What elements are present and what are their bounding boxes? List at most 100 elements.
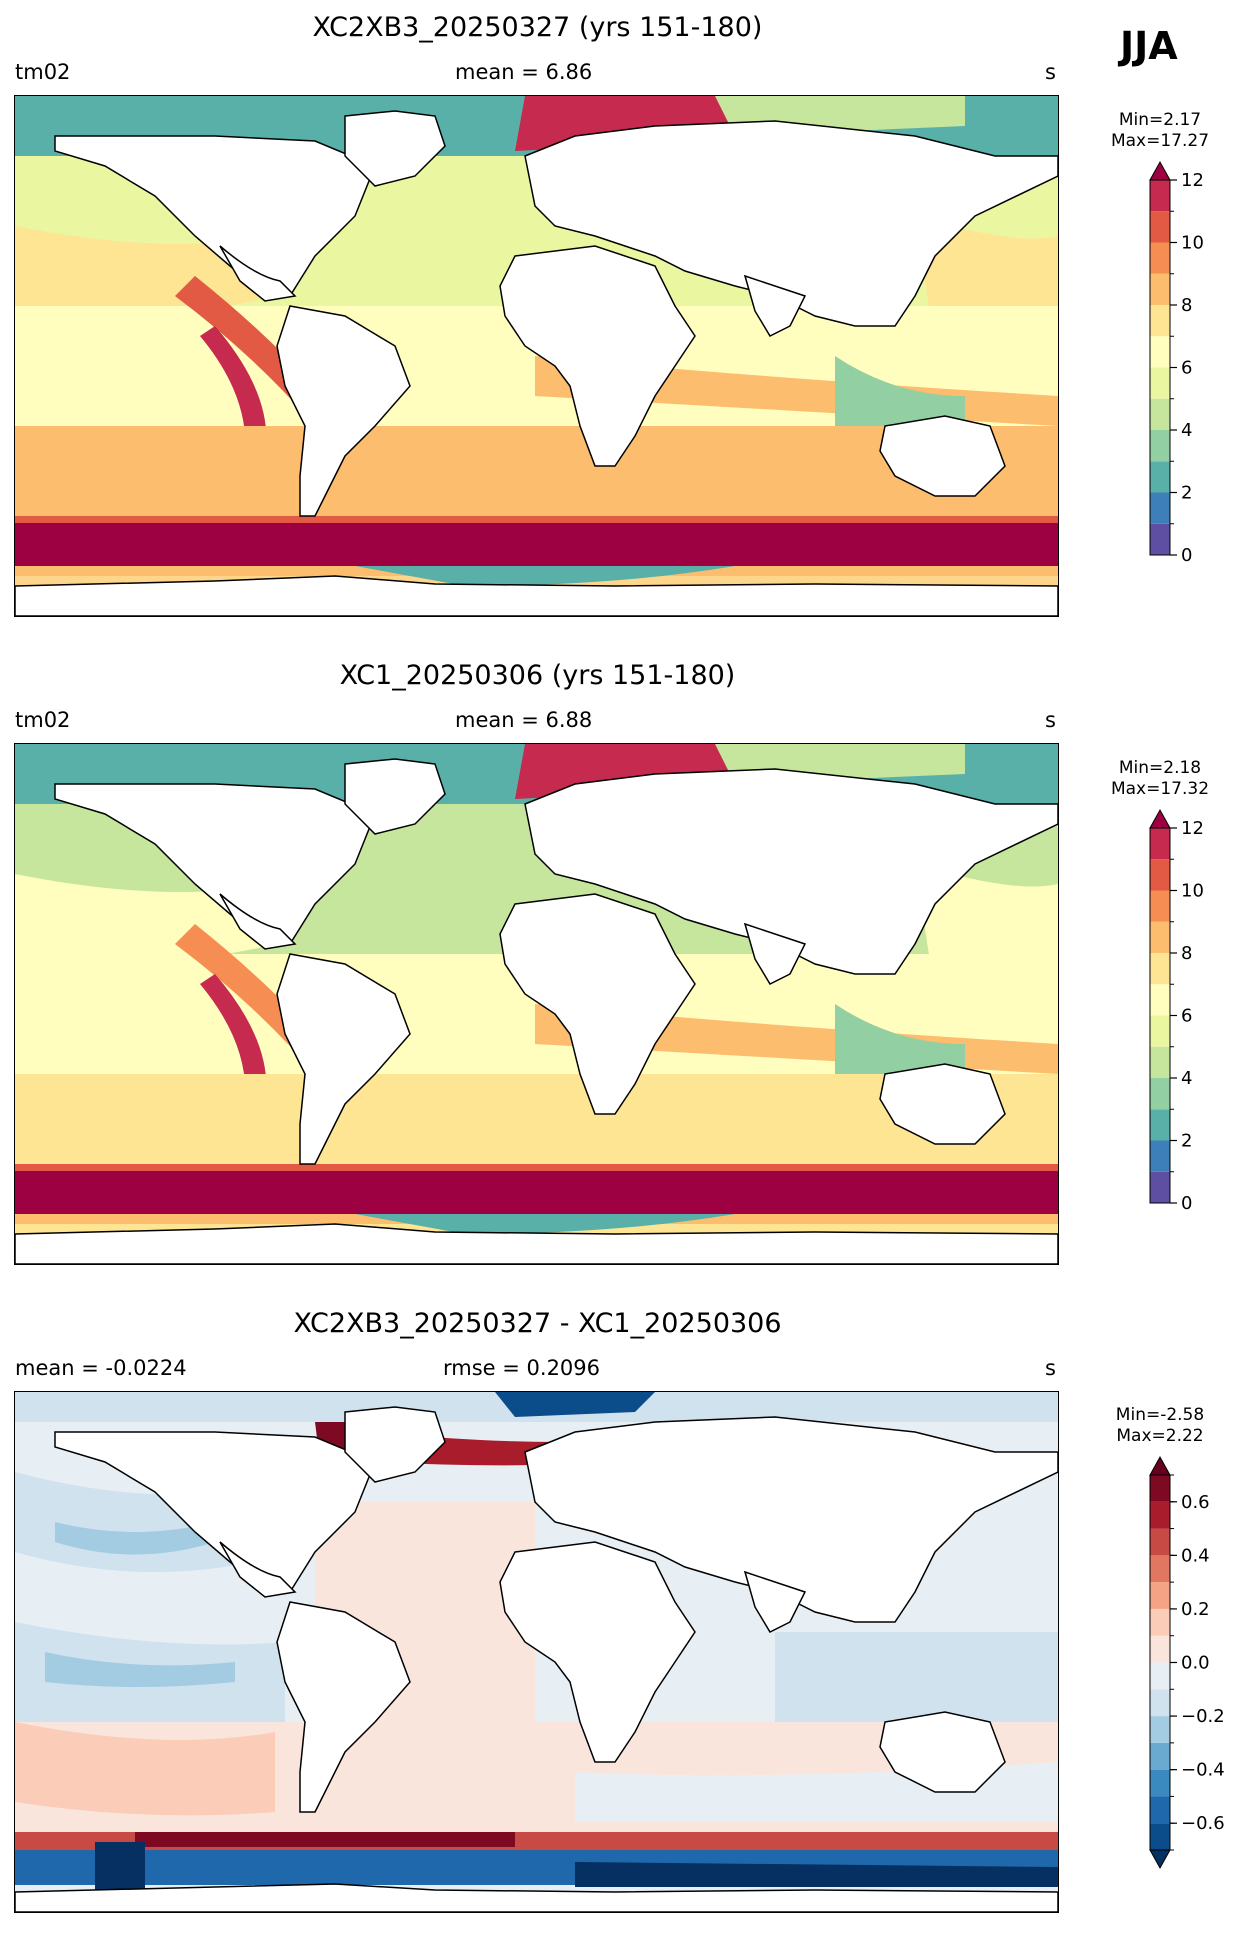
mexico-central-america — [219, 1541, 297, 1598]
africa — [499, 893, 696, 1115]
australia — [879, 415, 1006, 497]
east-pacific-negative-core — [45, 1652, 235, 1687]
colorbar-tick-label: 12 — [1181, 170, 1204, 191]
panel-1-map-svg — [15, 96, 1058, 616]
colorbar-segment — [1150, 492, 1170, 524]
panel-1-mean-label: mean = 6.86 — [455, 60, 593, 84]
antarctic-margin — [355, 1214, 735, 1234]
land — [15, 110, 1058, 616]
panel-1-units-label: s — [1045, 60, 1056, 84]
south-america — [276, 953, 411, 1165]
australia — [879, 1711, 1006, 1793]
panel-2-colorbar-max: Max=17.32 — [1110, 779, 1210, 799]
panel-1-title: XC2XB3_20250327 (yrs 151-180) — [312, 12, 763, 43]
colorbar-tick-label: 6 — [1181, 358, 1192, 379]
colorbar-segment — [1150, 1015, 1170, 1047]
mexico-central-america — [219, 245, 297, 302]
colorbar-segment — [1150, 242, 1170, 274]
colorbar-tick-label: −0.4 — [1181, 1760, 1225, 1781]
colorbar-segment — [1150, 953, 1170, 985]
colorbar-segment — [1150, 828, 1170, 860]
panel-1-colorbar-max: Max=17.27 — [1110, 131, 1210, 151]
colorbar-segment — [1150, 1582, 1170, 1609]
antarctica — [15, 1223, 1058, 1264]
panel-3-colorbar-min: Min=-2.58 — [1115, 1405, 1205, 1425]
colorbar-segment — [1150, 1742, 1170, 1770]
panel-3-colorbar: −0.6 −0.4 −0.2 0.0 0.2 0.4 0.6 — [1149, 1455, 1225, 1870]
colorbar-tick-label: 12 — [1181, 818, 1204, 839]
southern-ocean-negative-band — [575, 1862, 1058, 1887]
panel-3-mean-label: mean = -0.0224 — [15, 1356, 187, 1380]
season-label: JJA — [1120, 24, 1178, 68]
colorbar-segment — [1150, 1501, 1170, 1529]
panel-1-colorbar-min: Min=2.17 — [1118, 110, 1202, 130]
eurasia — [524, 120, 1058, 327]
colorbar-tick-label: 0 — [1181, 1193, 1192, 1214]
colorbar-segment — [1150, 1171, 1170, 1203]
panel-2-units-label: s — [1045, 708, 1056, 732]
colorbar-segment — [1150, 1555, 1170, 1583]
colorbar-segment — [1150, 1662, 1170, 1690]
colorbar-segment — [1150, 305, 1170, 337]
panel-2-mean-label: mean = 6.88 — [455, 708, 593, 732]
greenland — [344, 1406, 446, 1483]
panel-2-map-svg — [15, 744, 1058, 1264]
colorbar-segment — [1150, 336, 1170, 368]
colorbar-extend-max — [1149, 808, 1171, 829]
colorbar-segment — [1150, 1635, 1170, 1663]
colorbar-tick-label: 2 — [1181, 483, 1192, 504]
colorbar-segment — [1150, 1046, 1170, 1078]
colorbar-extend-max — [1149, 160, 1171, 181]
colorbar-segment — [1150, 1769, 1170, 1797]
eurasia — [524, 768, 1058, 975]
panel-3-title: XC2XB3_20250327 - XC1_20250306 — [293, 1308, 782, 1339]
panel-2-colorbar-min: Min=2.18 — [1118, 758, 1202, 778]
storm-belt-edge — [15, 1164, 1058, 1171]
colorbar-tick-label: 10 — [1181, 233, 1204, 254]
colorbar-segment — [1150, 1528, 1170, 1556]
colorbar-segment — [1150, 1608, 1170, 1636]
antarctica — [15, 575, 1058, 616]
south-pacific-positive — [15, 1722, 275, 1816]
colorbar-segment — [1150, 180, 1170, 212]
colorbar-tick-label: 2 — [1181, 1131, 1192, 1152]
colorbar-segment — [1150, 367, 1170, 399]
colorbar-tick-label: −0.2 — [1181, 1706, 1225, 1727]
antarctic-margin — [355, 566, 735, 586]
southern-ocean-storm-belt — [15, 521, 1058, 573]
colorbar-tick-label: 0.4 — [1181, 1545, 1210, 1566]
colorbar-segment — [1150, 430, 1170, 462]
antarctica — [15, 1883, 1058, 1912]
colorbar-tick-label: 10 — [1181, 881, 1204, 902]
southern-ocean-negative-core — [95, 1842, 145, 1892]
colorbar-segment — [1150, 1823, 1170, 1850]
south-america — [276, 305, 411, 517]
panel-1-variable-label: tm02 — [15, 60, 71, 84]
colorbar-segment — [1150, 1109, 1170, 1141]
colorbar-tick-label: 0.0 — [1181, 1653, 1210, 1674]
panel-3-colorbar-max: Max=2.22 — [1116, 1426, 1204, 1446]
india — [743, 922, 807, 985]
colorbar-tick-label: 8 — [1181, 943, 1192, 964]
india — [743, 1570, 807, 1633]
colorbar-tick-label: 0 — [1181, 545, 1192, 566]
africa — [499, 245, 696, 467]
australia — [879, 1063, 1006, 1145]
colorbar-segment — [1150, 859, 1170, 891]
panel-3-units-label: s — [1045, 1356, 1056, 1380]
panel-2-title: XC1_20250306 (yrs 151-180) — [339, 660, 736, 691]
colorbar-tick-label: 4 — [1181, 1068, 1192, 1089]
south-america — [276, 1601, 411, 1813]
panel-3-map — [14, 1391, 1059, 1913]
colorbar-segment — [1150, 1475, 1170, 1502]
colorbar-segment — [1150, 1078, 1170, 1110]
eurasia — [524, 1416, 1058, 1623]
north-pacific-negative-core — [55, 1522, 215, 1555]
colorbar-tick-label: 8 — [1181, 295, 1192, 316]
india — [743, 274, 807, 337]
colorbar-segment — [1150, 273, 1170, 305]
colorbar-extend-min — [1149, 1849, 1171, 1870]
colorbar-tick-label: 4 — [1181, 420, 1192, 441]
land — [15, 1406, 1058, 1912]
colorbar-tick-label: −0.6 — [1181, 1813, 1225, 1834]
